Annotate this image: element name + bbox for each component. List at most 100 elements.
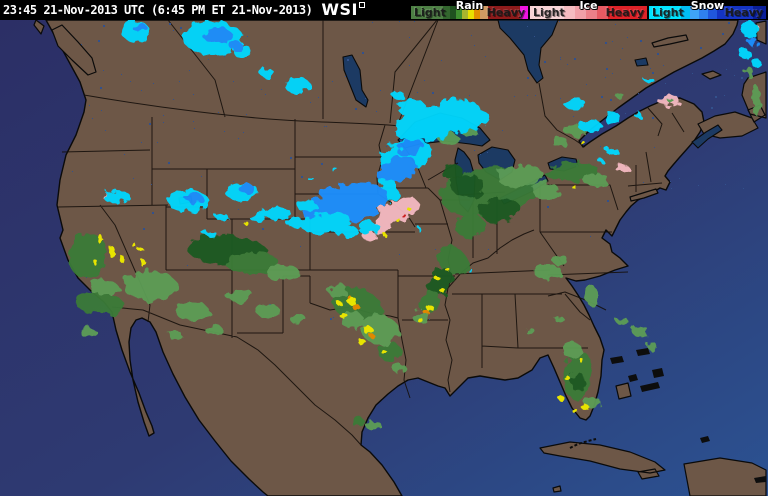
lake-speckle [560, 59, 561, 60]
lake-speckle [153, 83, 154, 84]
lake-speckle [218, 112, 219, 113]
radar-echo-y [141, 259, 145, 267]
lake-speckle [590, 236, 591, 237]
radar-echo-rm [68, 233, 108, 279]
lake-speckle [547, 206, 549, 208]
lake-speckle [615, 24, 616, 25]
lake-speckle [224, 56, 225, 57]
radar-echo-rl [552, 255, 568, 265]
legend-segment [690, 6, 699, 19]
lake-speckle [722, 33, 724, 35]
lake-speckle [100, 87, 102, 89]
legend-title-snow: Snow [690, 0, 725, 12]
radar-echo-y [558, 395, 564, 401]
wsi-logo-text: WSI [321, 0, 358, 19]
radar-echo-rd [427, 268, 453, 296]
lake-speckle [441, 60, 442, 61]
lake-speckle [173, 30, 174, 31]
lake-speckle [233, 181, 234, 182]
legend-segment [608, 6, 647, 19]
radar-echo-rl [531, 182, 559, 198]
radar-echo-sl [439, 98, 465, 110]
legend-segment [520, 6, 528, 19]
lake-speckle [474, 45, 475, 46]
lake-speckle [300, 246, 301, 247]
lake-speckle [527, 95, 528, 96]
radar-echo-y [408, 208, 412, 212]
radar-echo-sm [238, 183, 254, 193]
radar-echo-sm [376, 156, 418, 184]
lake-speckle [72, 171, 73, 172]
legend-bar-ice: Light Heavy Ice [530, 0, 647, 19]
lake-speckle [141, 90, 142, 91]
lake-speckle [173, 99, 174, 100]
lake-speckle [488, 249, 489, 250]
legend-segment [681, 6, 690, 19]
radar-echo-y [426, 305, 434, 311]
lake-speckle [574, 58, 576, 60]
radar-echo-rl [632, 325, 648, 337]
radar-echo-ice [615, 164, 629, 172]
lake-speckle [725, 184, 726, 185]
radar-echo-rl [366, 421, 382, 431]
lake-speckle [141, 142, 142, 143]
radar-echo-y [445, 267, 449, 271]
radar-echo-sl [250, 214, 266, 222]
lake-speckle [610, 99, 612, 101]
lake-speckle [333, 317, 334, 318]
legend-segment [488, 6, 520, 19]
lake-speckle [670, 181, 671, 182]
lake-speckle [567, 64, 568, 65]
radar-echo-rm [436, 245, 468, 275]
lake-speckle [514, 96, 515, 97]
radar-echo-sl [604, 111, 620, 125]
lake-speckle [607, 200, 609, 202]
radar-echo-rl [616, 317, 628, 325]
radar-echo-layer [68, 21, 762, 431]
lake-speckle [133, 178, 134, 179]
wsi-logo-registered-mark [358, 2, 365, 8]
lake-speckle [149, 123, 151, 125]
lake-speckle [297, 228, 298, 229]
radar-echo-rm [455, 214, 485, 238]
lake-speckle [657, 53, 659, 55]
radar-echo-o [347, 295, 351, 299]
radar-echo-sl [418, 228, 422, 232]
lake-speckle [355, 108, 357, 110]
legend-segment [699, 6, 708, 19]
lake-speckle [620, 59, 621, 60]
radar-echo-rl [616, 93, 624, 99]
radar-echo-rm [351, 418, 365, 426]
radar-echo-rl [584, 396, 600, 408]
lake-speckle [734, 75, 735, 76]
legend-segment [649, 6, 681, 19]
radar-echo-rl [226, 289, 254, 303]
legend-segment [450, 6, 456, 19]
legend-light-label-rain: Light [414, 6, 446, 19]
radar-echo-sl [203, 231, 217, 237]
lake-speckle [81, 44, 82, 45]
lake-speckle [692, 73, 693, 74]
radar-echo-sm [185, 193, 203, 203]
islands [33, 20, 767, 496]
lake-speckle [163, 122, 164, 123]
radar-echo-sl [332, 168, 338, 172]
radar-echo-rd [451, 175, 485, 197]
radar-echo-y [132, 243, 136, 247]
lake-speckle [130, 81, 131, 82]
legend-segment [411, 6, 443, 19]
radar-echo-y [363, 326, 373, 334]
lake-speckle [121, 74, 122, 75]
lake-speckle [124, 154, 125, 155]
lake-speckle [665, 83, 666, 84]
radar-echo-rl [90, 279, 118, 297]
legend-title-ice: Ice [579, 0, 598, 12]
legend-segment [564, 6, 575, 19]
lake-speckle [332, 81, 333, 82]
lake-speckle [194, 128, 195, 129]
lake-speckle [560, 57, 561, 58]
radar-echo-y [244, 221, 248, 225]
lake-speckle [652, 117, 654, 119]
lake-speckle [474, 150, 475, 151]
lake-speckle [163, 115, 164, 116]
